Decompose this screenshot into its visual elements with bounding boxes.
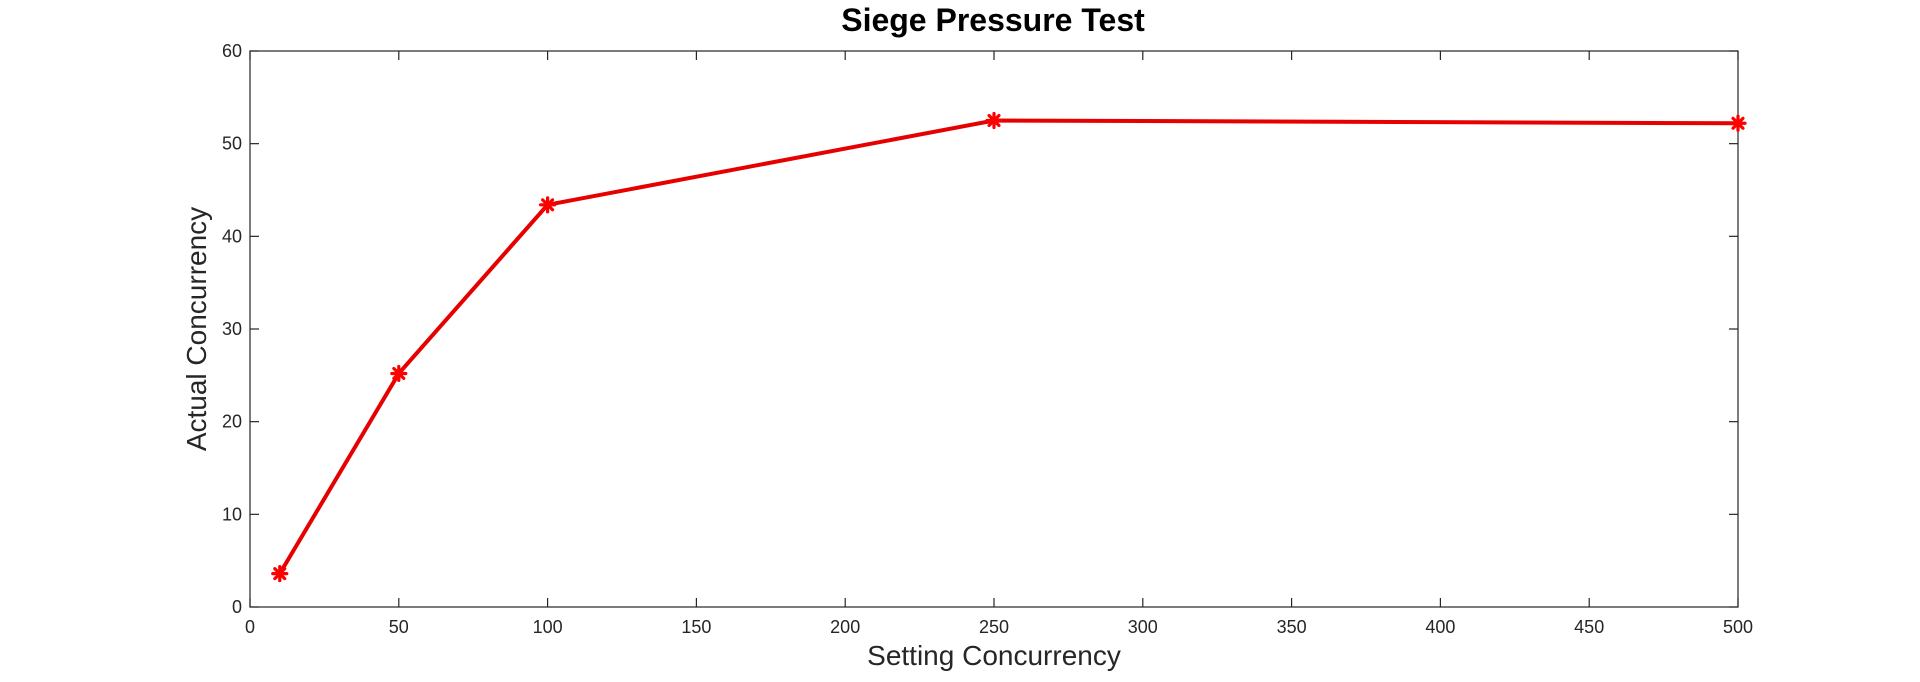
x-axis-label: Setting Concurrency <box>867 640 1121 671</box>
data-point <box>1729 114 1747 132</box>
data-point <box>271 565 289 583</box>
data-point <box>390 364 408 383</box>
x-axis: 0 50 100 150 200 250 300 350 400 450 500 <box>245 51 1753 637</box>
chart-title: Siege Pressure Test <box>841 2 1145 38</box>
y-tick-label: 20 <box>222 412 242 432</box>
y-axis: 0 10 20 30 40 50 60 <box>222 41 1738 617</box>
x-tick-label: 0 <box>245 617 255 637</box>
x-tick-label: 500 <box>1723 617 1753 637</box>
x-tick-label: 50 <box>389 617 409 637</box>
y-tick-label: 40 <box>222 226 242 246</box>
y-tick-label: 50 <box>222 134 242 154</box>
plot-area <box>249 50 1739 608</box>
y-tick-label: 0 <box>232 597 242 617</box>
y-tick-label: 60 <box>222 41 242 61</box>
y-tick-label: 10 <box>222 504 242 524</box>
x-tick-label: 300 <box>1128 617 1158 637</box>
x-tick-label: 400 <box>1425 617 1455 637</box>
series-line <box>278 118 1739 575</box>
x-tick-label: 250 <box>979 617 1009 637</box>
series-group <box>271 111 1747 583</box>
x-tick-label: 200 <box>830 617 860 637</box>
x-tick-label: 150 <box>681 617 711 637</box>
data-point <box>538 196 557 214</box>
y-axis-label: Actual Concurrency <box>181 207 212 451</box>
x-tick-label: 450 <box>1574 617 1604 637</box>
x-tick-label: 100 <box>533 617 563 637</box>
data-point <box>985 111 1003 130</box>
x-tick-label: 350 <box>1277 617 1307 637</box>
y-tick-label: 30 <box>222 319 242 339</box>
